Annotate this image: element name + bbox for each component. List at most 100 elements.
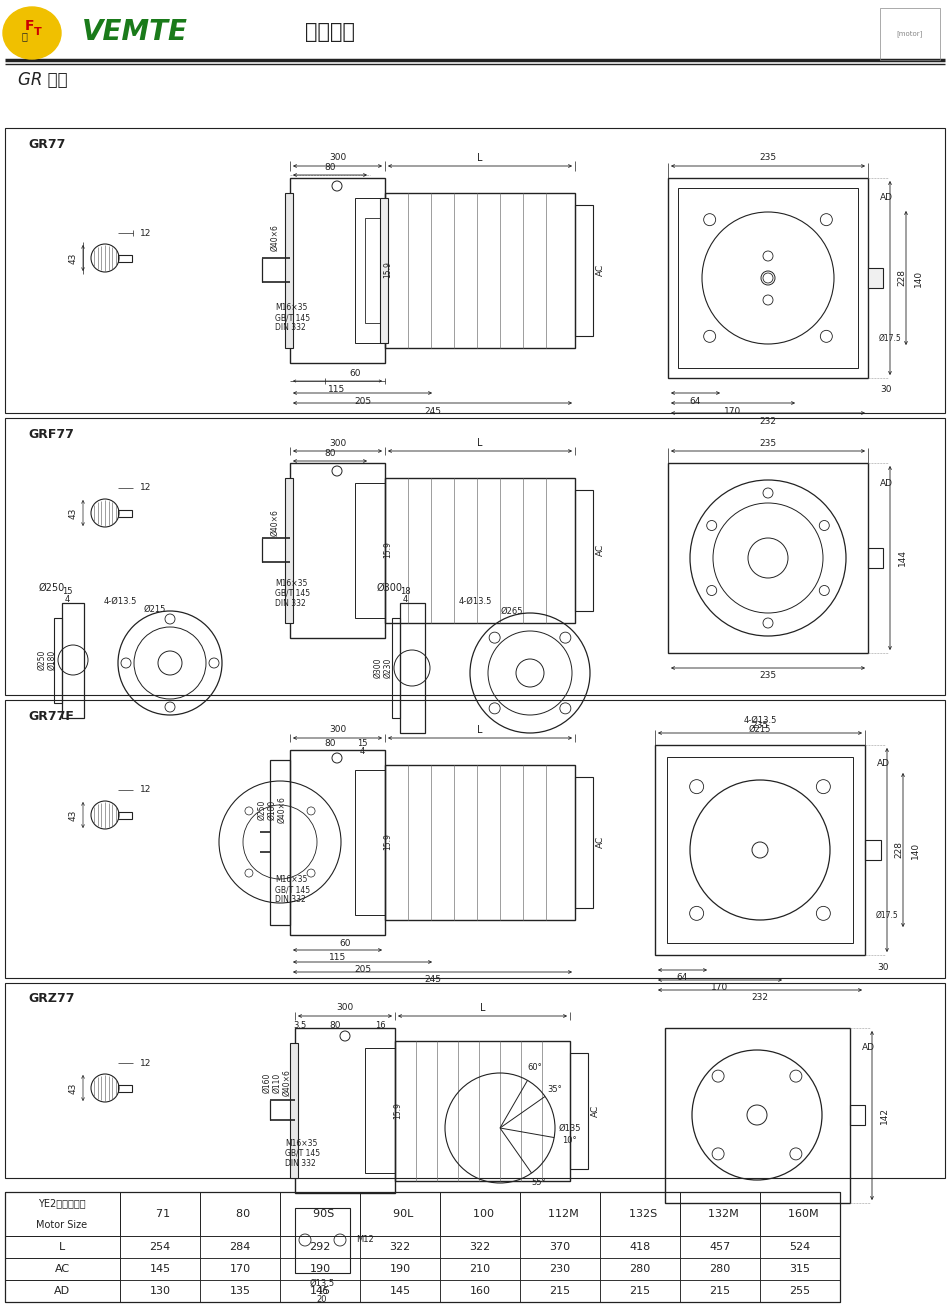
- Text: Ø250: Ø250: [257, 800, 267, 821]
- Text: Ø40×6: Ø40×6: [277, 796, 287, 823]
- Bar: [760, 1259, 840, 1280]
- Text: AC: AC: [596, 264, 604, 276]
- Text: 71: 71: [149, 1209, 171, 1219]
- Text: GRF77: GRF77: [28, 427, 74, 440]
- Text: AC: AC: [591, 1104, 599, 1117]
- Text: 43: 43: [68, 507, 78, 519]
- Bar: [667, 757, 853, 942]
- Text: Ø215: Ø215: [143, 605, 166, 613]
- Bar: [575, 490, 593, 610]
- Bar: [865, 840, 881, 860]
- Text: Ø160: Ø160: [262, 1073, 272, 1093]
- Text: GR77F: GR77F: [28, 710, 74, 723]
- Text: Ø215: Ø215: [749, 724, 771, 733]
- Bar: [385, 478, 575, 623]
- Text: T: T: [34, 27, 42, 37]
- Bar: [665, 1029, 850, 1202]
- Text: GB/T 145: GB/T 145: [275, 588, 310, 597]
- Bar: [355, 770, 385, 915]
- Bar: [440, 1280, 520, 1302]
- Text: 235: 235: [759, 153, 776, 162]
- Text: 255: 255: [789, 1286, 810, 1297]
- Text: GRZ77: GRZ77: [28, 992, 74, 1005]
- Text: 3.5: 3.5: [294, 1022, 307, 1030]
- Text: 15: 15: [357, 740, 368, 749]
- Text: 284: 284: [229, 1242, 251, 1252]
- Text: AC: AC: [596, 544, 604, 555]
- Text: 16: 16: [374, 1022, 386, 1030]
- Text: 12: 12: [140, 1059, 151, 1068]
- Text: 142: 142: [880, 1107, 888, 1124]
- Bar: [285, 478, 293, 623]
- Bar: [5, 418, 945, 695]
- Text: 190: 190: [310, 1264, 331, 1274]
- Text: 100: 100: [466, 1209, 494, 1219]
- Bar: [5, 983, 945, 1178]
- Text: M16×35: M16×35: [275, 303, 308, 312]
- Text: 132M: 132M: [701, 1209, 739, 1219]
- Text: 235: 235: [751, 720, 769, 729]
- Bar: [868, 548, 883, 569]
- Bar: [200, 1192, 280, 1236]
- Text: 140: 140: [910, 842, 920, 859]
- Text: 370: 370: [549, 1242, 571, 1252]
- Text: 145: 145: [149, 1264, 171, 1274]
- Text: 292: 292: [310, 1242, 331, 1252]
- Text: 130: 130: [149, 1286, 170, 1297]
- Text: 80: 80: [230, 1209, 251, 1219]
- Bar: [120, 1236, 200, 1259]
- Text: 205: 205: [354, 966, 371, 975]
- Text: DIN 332: DIN 332: [275, 324, 306, 332]
- Text: 254: 254: [149, 1242, 171, 1252]
- Text: AC: AC: [596, 836, 604, 848]
- Bar: [680, 1236, 760, 1259]
- Bar: [365, 218, 385, 323]
- Text: Ø17.5: Ø17.5: [879, 333, 902, 342]
- Bar: [360, 1259, 440, 1280]
- Text: 10°: 10°: [561, 1136, 577, 1145]
- Bar: [120, 1259, 200, 1280]
- Text: Ø230: Ø230: [384, 657, 392, 678]
- Bar: [385, 193, 575, 348]
- Text: 322: 322: [390, 1242, 410, 1252]
- Text: L: L: [477, 725, 483, 735]
- Bar: [760, 1192, 840, 1236]
- Text: 170: 170: [230, 1264, 251, 1274]
- Text: 80: 80: [324, 450, 335, 459]
- Bar: [570, 1053, 588, 1168]
- Text: 60°: 60°: [527, 1063, 542, 1072]
- Text: 12: 12: [140, 786, 151, 795]
- Text: 64: 64: [676, 974, 688, 983]
- Text: M16×35: M16×35: [285, 1138, 317, 1148]
- Text: 15.9: 15.9: [384, 834, 392, 851]
- Text: 230: 230: [549, 1264, 571, 1274]
- Text: 115: 115: [329, 954, 346, 962]
- Text: Ø250: Ø250: [37, 650, 47, 670]
- Text: F: F: [26, 20, 35, 33]
- Bar: [5, 1259, 120, 1280]
- Bar: [5, 128, 945, 413]
- Bar: [5, 1236, 120, 1259]
- Text: 228: 228: [895, 842, 903, 859]
- Bar: [360, 1280, 440, 1302]
- Text: 12: 12: [140, 484, 151, 493]
- Text: GB/T 145: GB/T 145: [275, 314, 310, 323]
- Text: M16×35: M16×35: [275, 876, 308, 885]
- Bar: [290, 178, 385, 363]
- Bar: [200, 1280, 280, 1302]
- Bar: [355, 197, 385, 342]
- Text: 228: 228: [898, 269, 906, 286]
- Bar: [280, 1259, 360, 1280]
- Bar: [118, 812, 132, 818]
- Bar: [280, 1236, 360, 1259]
- Text: 90S: 90S: [306, 1209, 334, 1219]
- Bar: [880, 8, 940, 60]
- Bar: [355, 484, 385, 618]
- Text: 235: 235: [759, 672, 776, 681]
- Text: 145: 145: [310, 1286, 331, 1297]
- Text: 160: 160: [469, 1286, 490, 1297]
- Bar: [5, 701, 945, 978]
- Text: DIN 332: DIN 332: [275, 599, 306, 608]
- Text: 160M: 160M: [781, 1209, 819, 1219]
- Text: 30: 30: [881, 386, 892, 395]
